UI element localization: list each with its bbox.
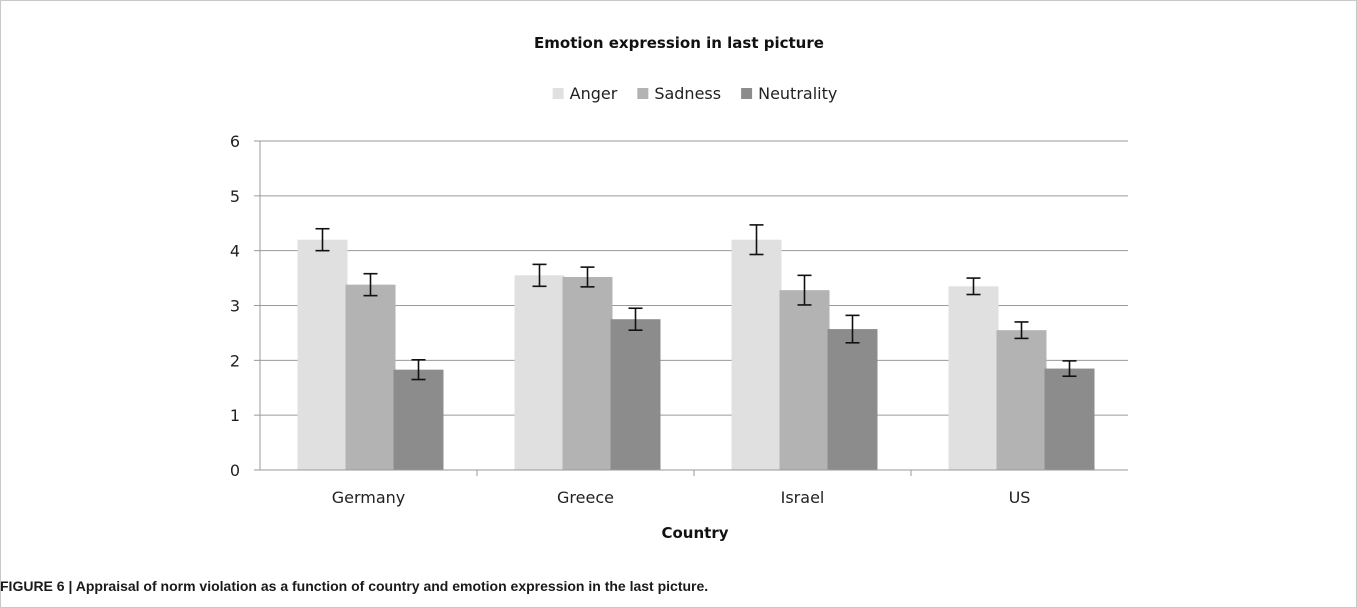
error-bar-greece-neutrality <box>628 307 643 331</box>
bar-greece-anger <box>514 275 565 470</box>
error-bar-israel-sadness <box>797 274 812 306</box>
bar-israel-sadness <box>779 290 830 470</box>
figure-caption: FIGURE 6 | Appraisal of norm violation a… <box>0 578 709 594</box>
legend-label-anger: Anger <box>570 84 618 103</box>
bar-us-anger <box>948 286 999 470</box>
bar-us-sadness <box>996 330 1047 470</box>
error-bar-us-sadness <box>1014 321 1029 340</box>
bar-israel-neutrality <box>827 329 878 470</box>
x-axis-label: Country <box>661 524 728 542</box>
bar-germany-neutrality <box>393 369 444 470</box>
y-tick-label-6: 6 <box>230 132 240 151</box>
y-tick-label-4: 4 <box>230 242 240 261</box>
y-tick-label-3: 3 <box>230 297 240 316</box>
error-bars <box>315 224 1077 381</box>
x-tick-label-us: US <box>1009 488 1031 507</box>
legend-swatch-sadness <box>637 88 649 99</box>
error-bar-germany-sadness <box>363 272 378 297</box>
bar-germany-anger <box>297 239 348 470</box>
bar-us-neutrality <box>1044 368 1095 470</box>
error-bar-greece-anger <box>532 263 547 288</box>
error-bar-israel-neutrality <box>845 314 860 344</box>
bars <box>297 239 1095 470</box>
legend-label-neutrality: Neutrality <box>758 84 837 103</box>
legend-swatch-neutrality <box>741 88 753 99</box>
bar-greece-neutrality <box>610 319 661 470</box>
x-axis: Germany Greece Israel US <box>260 469 1128 507</box>
legend: Anger Sadness Neutrality <box>552 84 837 103</box>
legend-label-sadness: Sadness <box>654 84 721 103</box>
x-tick-label-germany: Germany <box>332 488 406 507</box>
legend-swatch-anger <box>552 88 564 99</box>
x-tick-label-israel: Israel <box>781 488 825 507</box>
y-axis: 0 1 2 3 4 5 6 <box>230 132 261 480</box>
x-tick-label-greece: Greece <box>557 488 614 507</box>
error-bar-us-neutrality <box>1062 360 1077 378</box>
bar-greece-sadness <box>562 276 613 470</box>
y-tick-label-2: 2 <box>230 351 240 370</box>
y-tick-label-0: 0 <box>230 461 240 480</box>
y-tick-label-5: 5 <box>230 187 240 206</box>
chart: Emotion expression in last picture Anger… <box>230 34 1128 542</box>
error-bar-germany-anger <box>315 227 330 252</box>
bar-israel-anger <box>731 239 782 470</box>
error-bar-germany-neutrality <box>411 358 426 381</box>
y-tick-label-1: 1 <box>230 406 240 425</box>
error-bar-israel-anger <box>749 224 764 256</box>
chart-title: Emotion expression in last picture <box>534 34 824 52</box>
bar-germany-sadness <box>345 284 396 470</box>
error-bar-us-anger <box>966 277 981 296</box>
error-bar-greece-sadness <box>580 266 595 288</box>
